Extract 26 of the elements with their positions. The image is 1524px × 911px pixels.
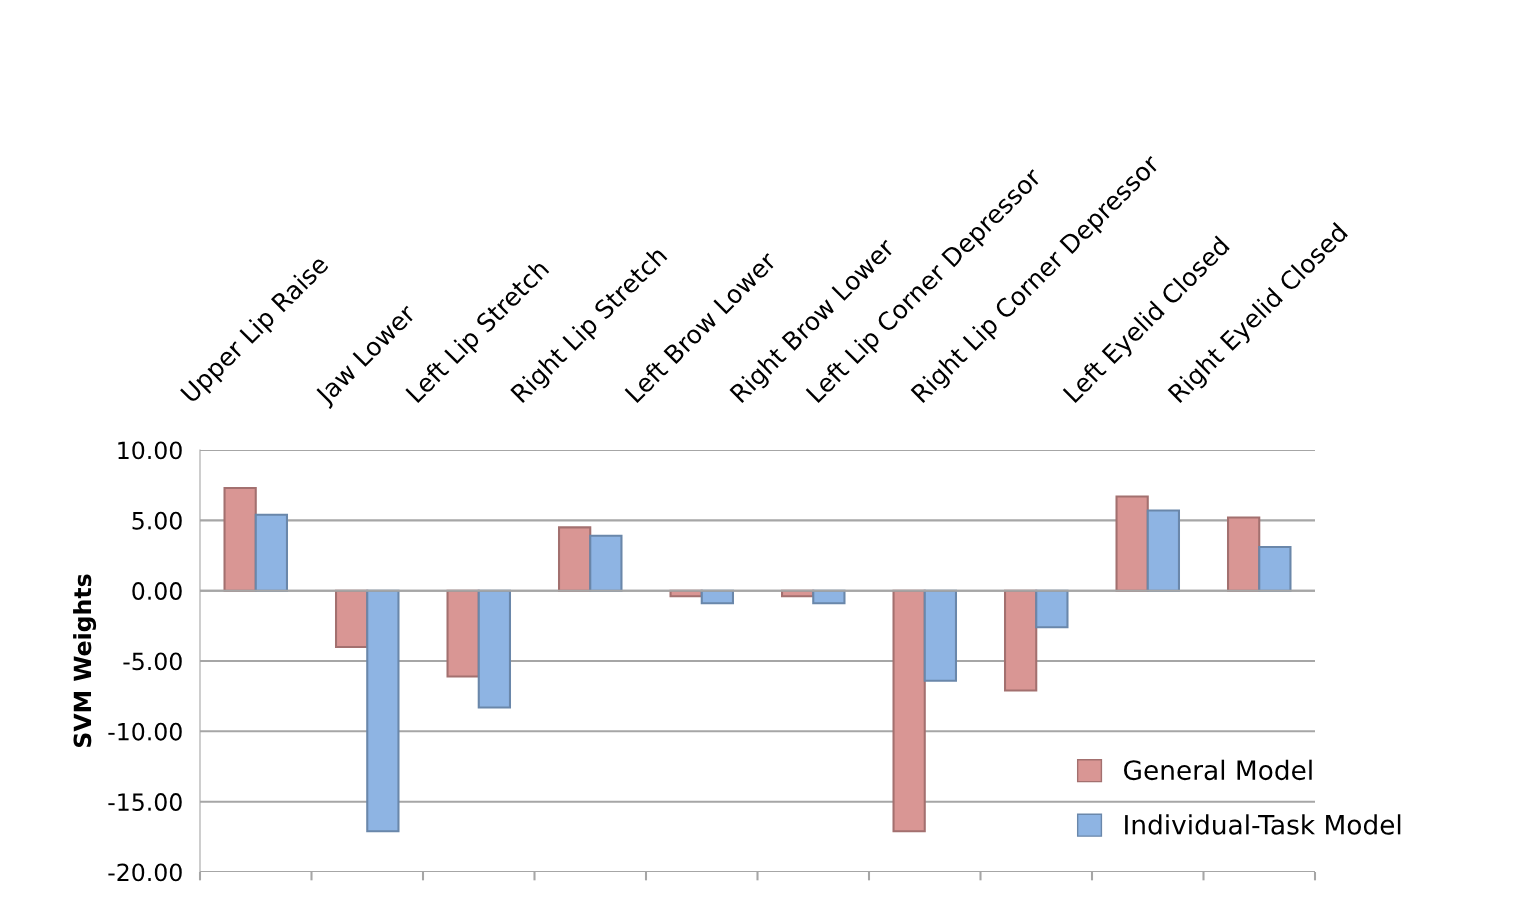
bar <box>923 589 958 682</box>
bar <box>1258 546 1292 592</box>
legend-label: General Model <box>1124 759 1312 781</box>
bar <box>477 589 512 709</box>
bar <box>1035 589 1069 629</box>
bar <box>1003 589 1038 692</box>
bar <box>446 589 480 678</box>
bar <box>334 589 369 648</box>
y-tick-label: -5.00 <box>123 652 182 671</box>
bar <box>223 486 257 592</box>
bar <box>1226 516 1261 592</box>
y-tick-label: -15.00 <box>108 793 182 811</box>
y-tick-label: 0.00 <box>132 582 182 600</box>
y-tick-label: 10.00 <box>118 441 182 460</box>
bar <box>557 526 592 592</box>
bar <box>1146 509 1181 592</box>
bar <box>589 534 623 592</box>
y-tick-label: -20.00 <box>108 863 182 882</box>
bar <box>1115 495 1149 592</box>
bar <box>366 589 400 833</box>
y-tick-label: 5.00 <box>132 511 182 530</box>
y-tick-label: -10.00 <box>108 722 182 741</box>
legend-label: Individual-Task Model <box>1125 814 1401 835</box>
bar <box>892 589 926 833</box>
bar <box>254 513 289 592</box>
y-axis-title: SVM Weights <box>73 574 97 747</box>
